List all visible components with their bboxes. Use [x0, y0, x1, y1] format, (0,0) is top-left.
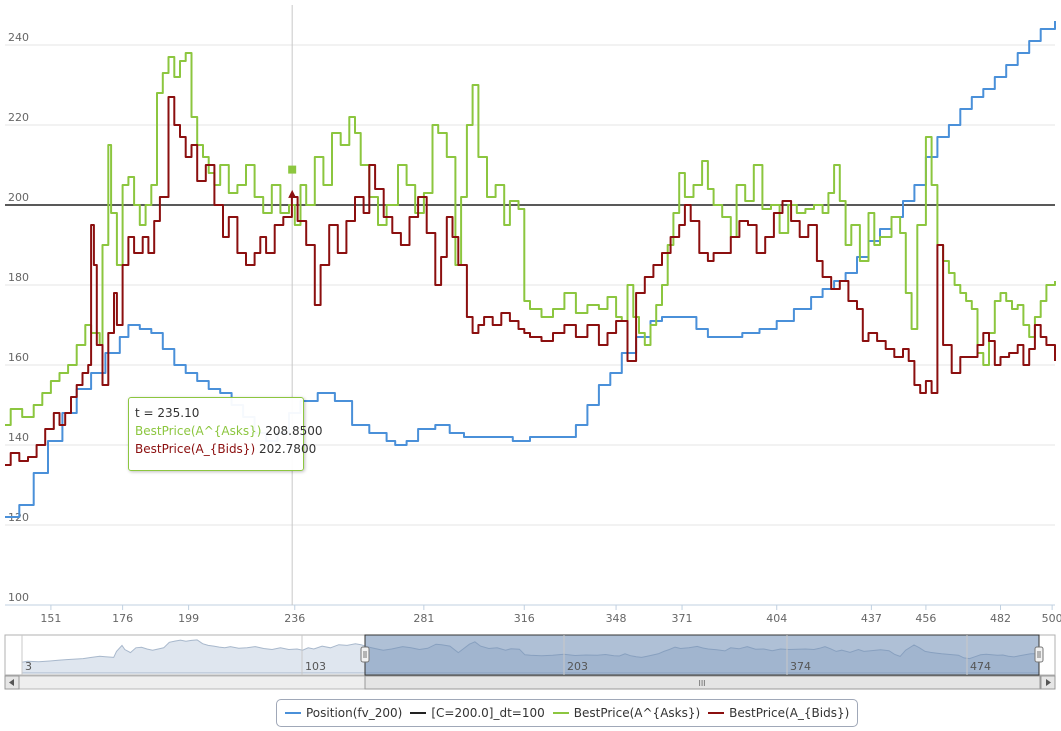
y-tick-label: 100	[8, 591, 29, 604]
scrollbar-thumb[interactable]	[364, 675, 1041, 690]
legend: Position(fv_200) [C=200.0]_dt=100 BestPr…	[276, 699, 859, 727]
navigator-label: 3	[25, 660, 32, 673]
x-tick-label: 456	[915, 612, 936, 625]
y-tick-label: 160	[8, 351, 29, 364]
legend-label: Position(fv_200)	[306, 706, 403, 720]
tooltip-asks-label: BestPrice(A^{Asks})	[135, 424, 262, 438]
bids-hover-marker	[288, 189, 297, 198]
navigator-label: 103	[305, 660, 326, 673]
hover-markers	[288, 165, 297, 198]
y-tick-label: 180	[8, 271, 29, 284]
x-tick-label: 371	[672, 612, 693, 625]
scroll-right-arrow-icon	[1046, 679, 1051, 686]
tooltip-row-bids: BestPrice(A_{Bids}) 202.7800	[135, 440, 316, 458]
series-layer	[5, 21, 1056, 518]
y-tick-label: 140	[8, 431, 29, 444]
navigator-right-handle[interactable]	[1034, 646, 1044, 663]
legend-swatch	[285, 712, 301, 714]
scrollbar-grip: III	[698, 679, 705, 688]
series-asks-line[interactable]	[5, 52, 1056, 426]
x-tick-label: 437	[861, 612, 882, 625]
y-tick-label: 220	[8, 111, 29, 124]
grid	[5, 44, 1055, 610]
navigator-label: 203	[567, 660, 588, 673]
legend-item-asks[interactable]: BestPrice(A^{Asks})	[552, 706, 701, 720]
legend-swatch	[708, 712, 725, 714]
series-position-line[interactable]	[5, 21, 1056, 518]
tooltip-row-asks: BestPrice(A^{Asks}) 208.8500	[135, 422, 323, 440]
x-tick-label: 500	[1042, 612, 1061, 625]
navigator-left-handle[interactable]	[360, 646, 370, 663]
series-bids-line[interactable]	[5, 96, 1056, 466]
x-tick-label: 236	[284, 612, 305, 625]
x-tick-label: 316	[514, 612, 535, 625]
legend-label: BestPrice(A_{Bids})	[729, 706, 850, 720]
x-tick-label: 281	[413, 612, 434, 625]
navigator-label: 474	[970, 660, 991, 673]
legend-label: BestPrice(A^{Asks})	[573, 706, 701, 720]
x-axis-labels: 151 176 199 236 281 316 348 371 404 437 456 482 500	[40, 612, 1061, 625]
legend-swatch	[552, 712, 569, 714]
tooltip: t = 235.10 BestPrice(A^{Asks}) 208.8500 …	[128, 397, 323, 471]
legend-label: [C=200.0]_dt=100	[431, 706, 545, 720]
scroll-left-arrow-icon	[9, 679, 14, 686]
legend-item-bids[interactable]: BestPrice(A_{Bids})	[708, 706, 849, 720]
tooltip-bids-value: 202.7800	[258, 442, 317, 456]
legend-swatch	[410, 712, 427, 714]
legend-item-position[interactable]: Position(fv_200)	[285, 706, 402, 720]
legend-item-constant[interactable]: [C=200.0]_dt=100	[410, 706, 545, 720]
x-tick-label: 151	[40, 612, 61, 625]
navigator[interactable]: 3 103 203 374 474 III	[0, 630, 1061, 700]
y-tick-label: 240	[8, 31, 29, 44]
x-tick-label: 482	[990, 612, 1011, 625]
tooltip-bids-label: BestPrice(A_{Bids})	[135, 442, 256, 456]
x-tick-label: 404	[766, 612, 787, 625]
x-tick-label: 199	[178, 612, 199, 625]
navigator-label: 374	[790, 660, 811, 673]
x-tick-label: 176	[112, 612, 133, 625]
x-tick-label: 348	[606, 612, 627, 625]
tooltip-asks-value: 208.8500	[265, 424, 323, 438]
tooltip-time: t = 235.10	[135, 406, 200, 420]
y-tick-label: 200	[8, 191, 29, 204]
navigator-selected-range[interactable]	[365, 635, 1039, 675]
asks-hover-marker	[288, 165, 297, 174]
